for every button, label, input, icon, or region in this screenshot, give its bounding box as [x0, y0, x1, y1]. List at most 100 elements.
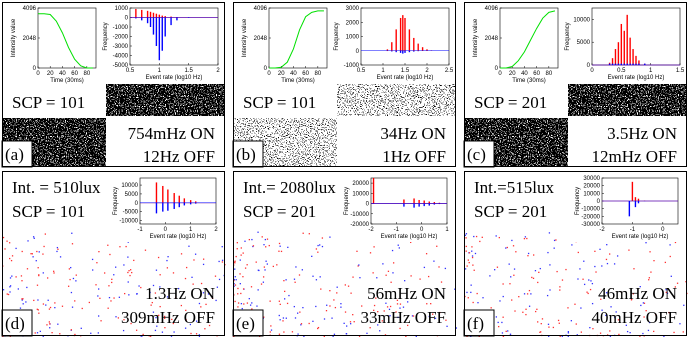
event-dot — [390, 306, 391, 307]
event-dot — [507, 247, 508, 248]
event-dot — [580, 307, 581, 308]
event-dot — [292, 331, 293, 332]
event-dot — [441, 281, 442, 282]
event-dot — [346, 333, 347, 334]
event-dot — [312, 276, 313, 277]
event-dot — [237, 248, 238, 249]
x-tick-label: -2 — [599, 227, 605, 233]
event-dot — [294, 282, 295, 283]
event-dot — [142, 334, 143, 335]
event-dot — [309, 323, 310, 324]
event-dot — [287, 247, 288, 248]
event-dot — [628, 249, 629, 250]
event-dot — [222, 260, 223, 261]
event-dot — [219, 279, 220, 280]
event-dot — [37, 332, 38, 333]
y-axis-label: Frequency — [113, 187, 119, 215]
event-dot — [130, 269, 131, 270]
x-axis-label: Time (30ms) — [512, 78, 545, 84]
event-dot — [264, 269, 265, 270]
event-dot — [295, 266, 296, 267]
event-dot — [11, 275, 12, 276]
y-tick-label: 1000 — [115, 6, 129, 12]
event-dot — [515, 251, 516, 252]
event-dot — [477, 293, 478, 294]
event-dot — [530, 293, 531, 294]
event-dot — [279, 334, 280, 335]
event-dot — [251, 286, 252, 287]
event-dot — [599, 249, 600, 250]
event-dot — [119, 246, 120, 247]
event-dot — [263, 276, 264, 277]
event-dot — [35, 332, 36, 333]
y-axis-label: Intensity value — [242, 18, 248, 57]
event-dot — [276, 264, 277, 265]
event-dot — [215, 300, 216, 301]
event-dot — [267, 263, 268, 264]
event-dot — [507, 330, 508, 331]
y-tick-label: 10000 — [573, 17, 590, 23]
event-dot — [592, 303, 593, 304]
event-dot — [128, 294, 129, 295]
event-dot — [468, 259, 469, 260]
event-dot — [350, 323, 351, 324]
event-dot — [465, 237, 466, 238]
event-dot — [56, 251, 57, 252]
event-dot — [554, 240, 555, 241]
event-dot — [256, 261, 257, 262]
event-dot — [525, 314, 526, 315]
event-dot — [34, 238, 35, 239]
event-dot — [533, 254, 534, 255]
x-tick-label: 60 — [302, 71, 309, 77]
event-dot — [237, 242, 238, 243]
event-dot — [388, 271, 389, 272]
y-tick-label: 5000 — [125, 192, 139, 198]
event-dot — [670, 256, 671, 257]
event-dot — [559, 323, 560, 324]
event-dot — [501, 322, 502, 323]
panel: Int. = 510luxSCP = 1011.3Hz ON309mHz OFF… — [2, 171, 226, 337]
event-dot — [302, 307, 303, 308]
x-tick-label: -2 — [368, 227, 374, 233]
event-dot — [72, 307, 73, 308]
event-dot — [9, 258, 10, 259]
panel: Int.= 2080luxSCP = 20156mHz ON33mHz OFF(… — [233, 171, 457, 337]
event-dot — [96, 262, 97, 263]
y-tick-label: -10000 — [350, 212, 369, 218]
event-dot — [109, 297, 110, 298]
event-dot — [510, 334, 511, 335]
event-dot — [294, 279, 295, 280]
event-dot — [111, 282, 112, 283]
info-text: SCP = 101 — [12, 93, 85, 112]
event-dot — [498, 322, 499, 323]
event-dot — [60, 256, 61, 257]
event-dot — [511, 240, 512, 241]
event-dot — [645, 242, 646, 243]
y-tick-label: 2048 — [485, 36, 499, 42]
event-dot — [193, 259, 194, 260]
event-dot — [243, 303, 244, 304]
event-dot — [549, 232, 550, 233]
event-dot — [513, 275, 514, 276]
event-dot — [27, 268, 28, 269]
event-dot — [525, 309, 526, 310]
event-dot — [472, 302, 473, 303]
event-dot — [62, 306, 63, 307]
event-dot — [181, 253, 182, 254]
event-dot — [110, 300, 111, 301]
event-dot — [540, 331, 541, 332]
event-dot — [8, 294, 9, 295]
event-dot — [588, 293, 589, 294]
event-dot — [479, 241, 480, 242]
x-tick-label: 40 — [521, 71, 528, 77]
event-dot — [649, 251, 650, 252]
event-dot — [42, 253, 43, 254]
panel-label: (f) — [467, 314, 484, 333]
event-dot — [188, 246, 189, 247]
event-dot — [370, 252, 371, 253]
event-dot — [489, 275, 490, 276]
event-dot — [470, 292, 471, 293]
event-dot — [283, 280, 284, 281]
event-dot — [98, 288, 99, 289]
x-tick-label: 20 — [47, 71, 54, 77]
